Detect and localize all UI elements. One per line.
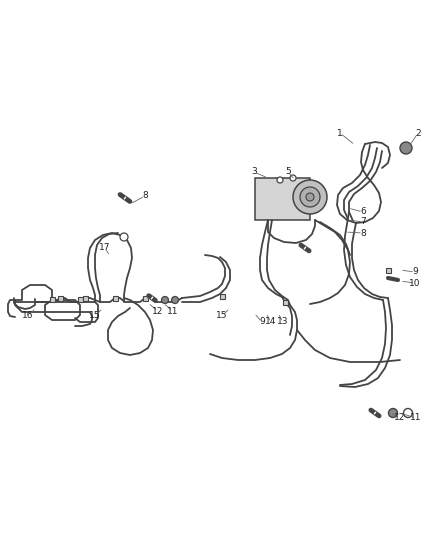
Text: 2: 2 [415, 128, 421, 138]
Text: 5: 5 [285, 167, 291, 176]
Bar [283, 300, 287, 304]
Bar [82, 295, 88, 301]
Text: 11: 11 [410, 414, 422, 423]
Text: 15: 15 [216, 311, 228, 320]
Bar [142, 295, 148, 301]
Circle shape [172, 296, 179, 303]
Text: 6: 6 [360, 207, 366, 216]
Bar [57, 295, 63, 301]
Circle shape [306, 193, 314, 201]
Text: 8: 8 [360, 229, 366, 238]
Text: 17: 17 [99, 244, 111, 253]
Text: 7: 7 [360, 217, 366, 227]
Bar [49, 296, 54, 302]
Text: 9: 9 [412, 268, 418, 277]
Bar [385, 268, 391, 272]
Circle shape [290, 175, 296, 181]
Circle shape [293, 180, 327, 214]
Bar [255, 178, 310, 220]
Text: 14: 14 [265, 318, 277, 327]
Bar [113, 295, 117, 301]
Circle shape [400, 142, 412, 154]
Text: 10: 10 [409, 279, 421, 287]
Text: 11: 11 [167, 306, 179, 316]
Text: 15: 15 [89, 311, 101, 320]
Circle shape [120, 233, 128, 241]
Circle shape [403, 408, 413, 417]
Text: 9: 9 [259, 318, 265, 327]
Text: 1: 1 [337, 128, 343, 138]
Text: 3: 3 [251, 167, 257, 176]
Circle shape [300, 187, 320, 207]
Text: 12: 12 [152, 306, 164, 316]
Text: 16: 16 [22, 311, 34, 320]
Circle shape [389, 408, 398, 417]
Circle shape [277, 177, 283, 183]
Text: 12: 12 [394, 414, 406, 423]
Bar [78, 296, 82, 302]
Bar [219, 294, 225, 298]
Text: 13: 13 [277, 318, 289, 327]
Circle shape [162, 296, 169, 303]
Text: 8: 8 [142, 191, 148, 200]
